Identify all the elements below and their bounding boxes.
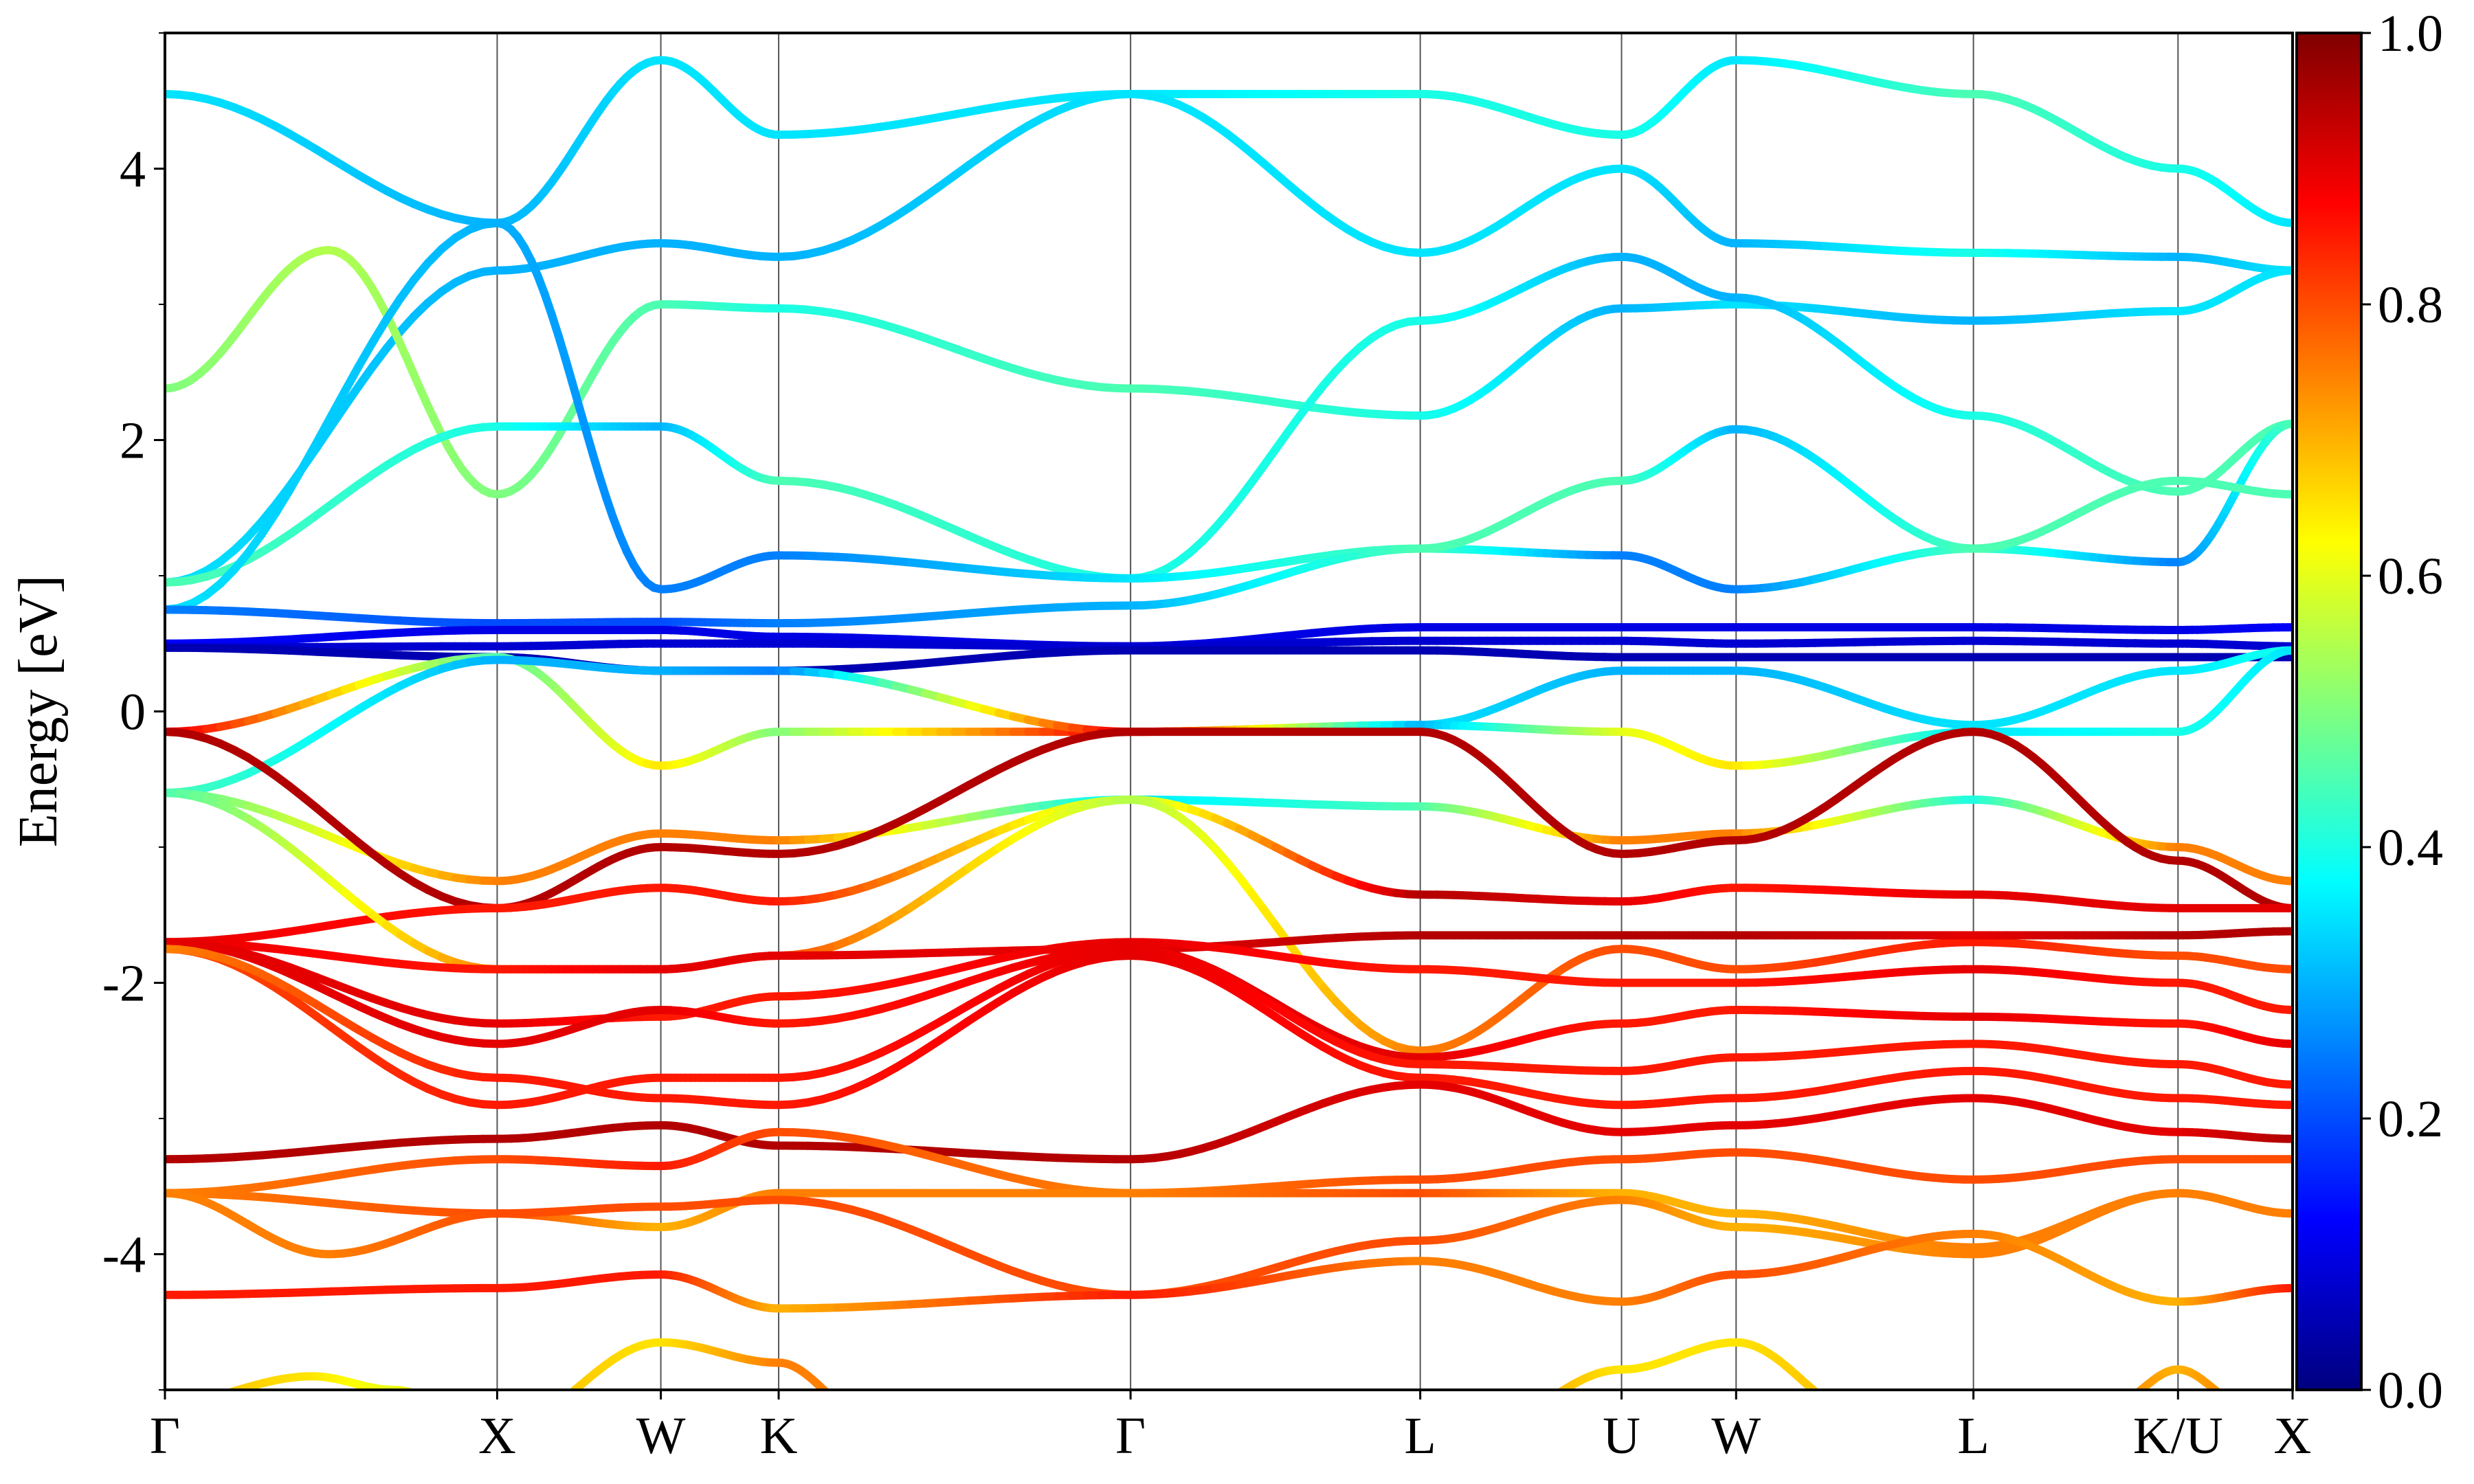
band-segment [313,412,335,446]
band-line [165,945,2293,1110]
band-line [165,646,2293,770]
band-segment [299,437,322,471]
band-line [165,246,2293,499]
band-segment [258,508,280,539]
band-segment [368,315,391,347]
plot-background [165,33,2293,1390]
band-line [165,56,2293,227]
band-line [165,425,2293,628]
band-segment [382,294,405,324]
band-line [165,945,2293,1110]
band-segment [285,462,308,495]
band-line [165,1080,2293,1164]
band-segment [568,378,583,411]
band-segment [575,402,590,434]
band-line [165,728,2293,912]
plot-area: 420-2-4 Γ X W K Γ L U W L K/U X Energy [eV] [8,32,2311,1465]
band-line [165,252,2293,587]
band-line [165,636,2293,652]
band-line [165,938,2293,1028]
bands [165,56,2293,1390]
band-line [165,789,2293,886]
band-segment [271,486,294,517]
band-segment [340,362,363,396]
band-segment [355,338,377,371]
band-line [165,938,2293,1062]
band-segment [326,387,349,420]
